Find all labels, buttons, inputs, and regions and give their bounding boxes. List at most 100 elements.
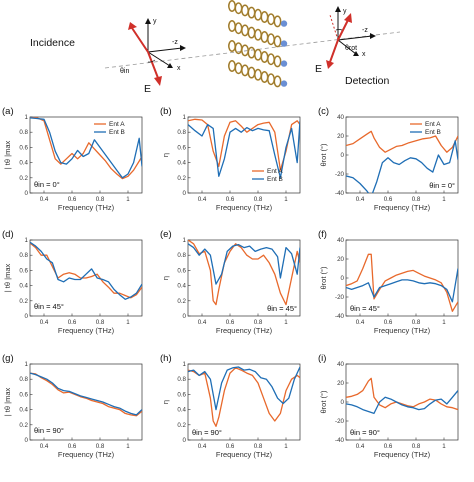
incidence-label: Incidence: [30, 37, 75, 49]
x-tick-label: 1: [126, 196, 130, 203]
x-tick-label: 0.6: [68, 319, 77, 326]
helix-array: [228, 0, 288, 88]
series-line-ent-a: [346, 253, 458, 312]
series-line-ent-b: [188, 243, 300, 285]
y-axis-label: η: [161, 400, 170, 404]
y-tick-label: 0: [341, 275, 345, 282]
y-tick-label: 0.4: [19, 407, 28, 414]
legend-label: Ent A: [425, 121, 441, 128]
series-line-ent-a: [188, 240, 300, 306]
y-tick-label: 1: [183, 114, 187, 121]
panel-label: (e): [160, 229, 172, 240]
x-tick-label: 0.4: [198, 319, 207, 326]
y-axis-label: η: [161, 153, 170, 157]
helix-end-bead: [280, 20, 288, 27]
series-line-ent-a: [188, 367, 300, 427]
chart-panel-h: (h) 0 0.2 0.4 0.6 0.8 1 0.4 0.6 0.8 1 Frequency (TH…: [160, 353, 301, 459]
x-tick-label: 0.6: [226, 443, 235, 450]
y-tick-label: 40: [337, 114, 344, 121]
y-tick-label: 0.4: [19, 160, 28, 167]
x-tick-label: 1: [284, 443, 288, 450]
series-line-ent-b: [30, 117, 142, 179]
incident-e-arrow: [131, 27, 149, 53]
y-tick-label: 20: [337, 133, 344, 140]
panel-label: (a): [2, 106, 14, 117]
legend-label: Ent A: [267, 168, 283, 175]
detection-z-label: -z: [362, 27, 368, 34]
x-tick-label: 0.8: [96, 443, 105, 450]
y-tick-label: 0.8: [177, 252, 186, 259]
y-tick-label: -40: [335, 437, 345, 444]
x-tick-label: 1: [442, 196, 446, 203]
y-tick-label: 0: [183, 190, 187, 197]
y-tick-label: 0.6: [177, 267, 186, 274]
y-tick-label: 0.2: [19, 298, 28, 305]
y-tick-label: 0.8: [19, 129, 28, 136]
x-tick-label: 0.6: [226, 319, 235, 326]
series-line-ent-b: [346, 268, 458, 303]
x-tick-label: 0.6: [384, 443, 393, 450]
x-tick-label: 0.8: [254, 319, 263, 326]
y-tick-label: 0.6: [177, 144, 186, 151]
y-tick-label: 0.6: [177, 391, 186, 398]
detection-label: Detection: [345, 75, 390, 87]
incidence-y-label: y: [153, 18, 157, 25]
x-axis-label: Frequency (THz): [216, 203, 273, 212]
series-line-ent-b: [346, 140, 458, 193]
chart-panel-e: (e) 0 0.2 0.4 0.6 0.8 1 0.4 0.6 0.8 1 Frequency (TH…: [160, 229, 301, 335]
helix: [228, 39, 282, 68]
x-tick-label: 0.6: [226, 196, 235, 203]
chart-panel-g: (g) 0 0.2 0.4 0.6 0.8 1 0.4 0.6 0.8 1 Frequency (TH…: [2, 353, 143, 459]
x-tick-label: 0.8: [412, 443, 421, 450]
incidence-e-label: E: [144, 83, 151, 95]
y-tick-label: 1: [25, 361, 29, 368]
x-tick-label: 0.6: [384, 319, 393, 326]
x-axis-label: Frequency (THz): [216, 326, 273, 335]
y-tick-label: 0: [25, 190, 29, 197]
x-tick-label: 0.4: [198, 196, 207, 203]
panel-label: (b): [160, 106, 172, 117]
x-axis-label: Frequency (THz): [58, 450, 115, 459]
y-tick-label: 0.4: [177, 407, 186, 414]
y-axis-label: | tθ |max: [3, 264, 12, 293]
detected-e-arrow: [337, 19, 349, 41]
x-tick-label: 0.8: [412, 319, 421, 326]
y-tick-label: 0.2: [19, 422, 28, 429]
panel-label: (c): [318, 106, 329, 117]
y-axis-label: | tθ |max: [3, 388, 12, 417]
plot-frame: [29, 239, 143, 317]
y-tick-label: 1: [183, 361, 187, 368]
x-tick-label: 0.4: [356, 443, 365, 450]
helix-end-bead: [280, 60, 288, 67]
incidence-axes: [128, 18, 186, 86]
legend-label: Ent A: [109, 121, 125, 128]
x-tick-label: 1: [284, 319, 288, 326]
y-tick-label: 40: [337, 237, 344, 244]
detection-x-label: x: [362, 51, 366, 58]
x-tick-label: 1: [442, 319, 446, 326]
theta-in-annotation: θin = 45°: [267, 304, 297, 313]
y-tick-label: -20: [335, 418, 345, 425]
incidence-x-label: x: [177, 65, 181, 72]
y-tick-label: -40: [335, 190, 345, 197]
y-axis-label: η: [161, 276, 170, 280]
x-tick-label: 0.6: [68, 196, 77, 203]
series-line-ent-a: [30, 242, 142, 299]
x-tick-label: 0.4: [40, 443, 49, 450]
detection-theta-label: θrot: [345, 45, 357, 52]
y-tick-label: -20: [335, 294, 345, 301]
x-axis-label: Frequency (THz): [58, 203, 115, 212]
chart-grid: (a) 0 0.2 0.4 0.6 0.8 1 0.4 0.6 0.8 1 Frequency (TH…: [2, 106, 459, 459]
panel-label: (h): [160, 353, 172, 364]
chart-panel-f: (f) -40 -20 0 20 40 0.4 0.6 0.8 1 Frequency (THz) θ…: [318, 229, 459, 335]
x-tick-label: 0.8: [96, 319, 105, 326]
x-axis-label: Frequency (THz): [374, 450, 431, 459]
x-tick-label: 1: [126, 319, 130, 326]
y-tick-label: 1: [25, 114, 29, 121]
y-tick-label: 0.8: [19, 252, 28, 259]
helix-end-bead: [280, 80, 288, 87]
y-tick-label: 40: [337, 361, 344, 368]
y-tick-label: 0.2: [177, 175, 186, 182]
y-tick-label: 0: [341, 152, 345, 159]
y-axis-label: θrot (°): [319, 266, 328, 290]
